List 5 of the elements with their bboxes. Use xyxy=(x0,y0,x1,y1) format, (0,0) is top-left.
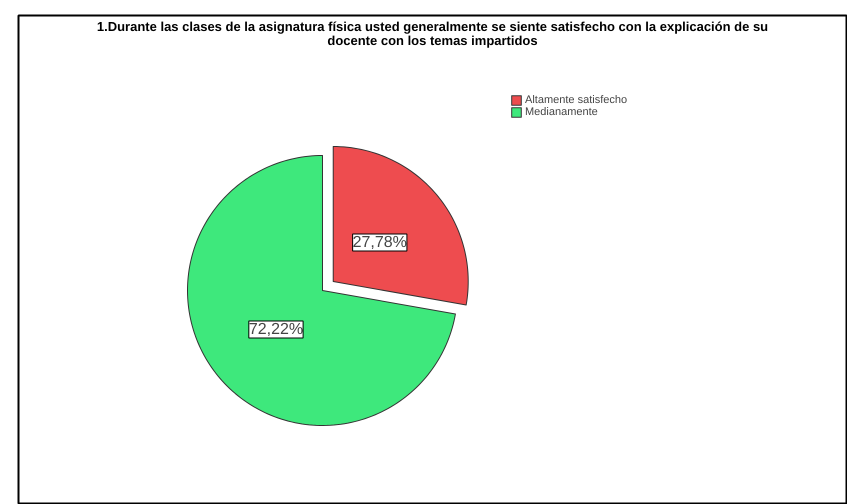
legend-label: Medianamente xyxy=(525,106,598,118)
legend-label: Altamente satisfecho xyxy=(525,94,628,106)
data-label: 27,78% xyxy=(352,234,407,251)
data-label: 72,22% xyxy=(248,321,304,338)
chart-title: 1.Durante las clases de la asignatura física usted generalmente se siente satisfecho con la explicación de su docente con los temas impartidos xyxy=(96,19,768,48)
